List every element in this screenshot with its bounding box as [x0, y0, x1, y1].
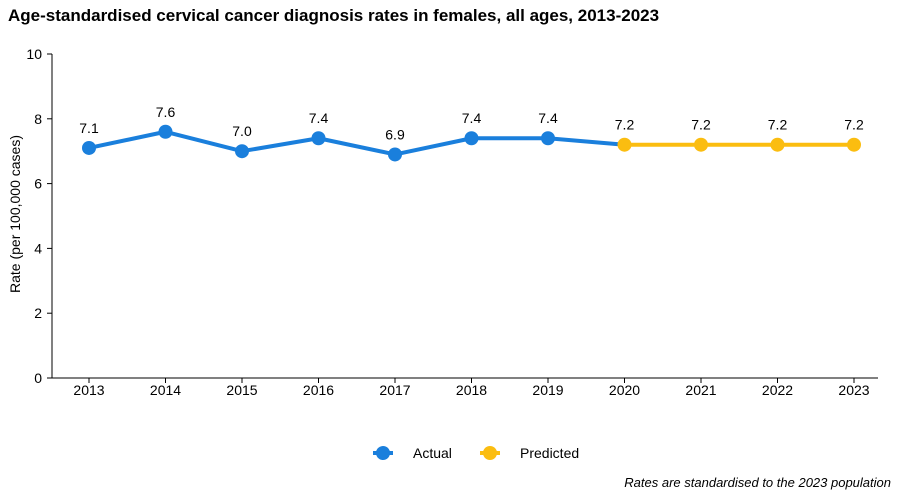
data-labels: 7.1 7.6 7.0 7.4 6.9 7.4 7.4 7.2 7.2 7.2 7.2 — [79, 104, 864, 143]
data-label: 7.4 — [462, 110, 482, 126]
series-layer — [82, 124, 861, 162]
data-point-actual — [158, 124, 173, 139]
y-tick-label: 2 — [34, 305, 42, 321]
data-point-predicted — [694, 137, 708, 152]
data-point-predicted — [770, 137, 785, 152]
data-label: 7.2 — [691, 117, 711, 133]
legend-label-actual: Actual — [413, 445, 452, 461]
chart-title: Age-standardised cervical cancer diagnos… — [8, 6, 660, 25]
data-label: 7.4 — [538, 110, 558, 126]
y-tick-label: 8 — [34, 111, 42, 127]
x-tick-label: 2022 — [762, 382, 793, 398]
series-line-actual — [87, 129, 627, 157]
y-axis-ticks: 0 2 4 6 8 10 — [26, 46, 52, 386]
chart-axes — [51, 54, 878, 379]
data-point-actual — [541, 131, 555, 146]
x-tick-label: 2018 — [456, 382, 487, 398]
data-label: 7.2 — [844, 117, 864, 133]
x-tick-label: 2017 — [379, 382, 410, 398]
y-axis-label: Rate (per 100,000 cases) — [7, 135, 23, 293]
y-tick-label: 4 — [34, 240, 42, 256]
x-tick-label: 2020 — [609, 382, 640, 398]
x-tick-label: 2014 — [150, 382, 181, 398]
y-tick-label: 0 — [34, 370, 42, 386]
x-axis-ticks: 2013 2014 2015 2016 2017 2018 2019 2020 2021 2022… — [73, 378, 870, 398]
data-point-actual — [464, 131, 479, 146]
data-point-predicted — [847, 137, 861, 152]
x-tick-label: 2016 — [303, 382, 334, 398]
y-tick-label: 10 — [26, 46, 42, 62]
legend-marker-predicted — [483, 446, 497, 460]
legend-marker-actual — [376, 446, 390, 460]
data-point-actual — [311, 131, 326, 146]
data-point-predicted — [617, 137, 632, 152]
x-tick-label: 2013 — [73, 382, 104, 398]
legend: Actual Predicted — [373, 445, 579, 461]
x-tick-label: 2021 — [685, 382, 716, 398]
data-label: 6.9 — [385, 126, 405, 142]
data-point-actual — [235, 144, 249, 159]
data-label: 7.2 — [768, 117, 788, 133]
data-point-actual — [82, 140, 96, 155]
data-label: 7.4 — [309, 110, 329, 126]
legend-label-predicted: Predicted — [520, 445, 579, 461]
x-tick-label: 2023 — [838, 382, 869, 398]
data-label: 7.1 — [79, 120, 99, 136]
footnote: Rates are standardised to the 2023 popul… — [624, 475, 891, 490]
data-point-actual — [388, 147, 402, 162]
data-label: 7.0 — [232, 123, 252, 139]
data-label: 7.2 — [615, 117, 635, 133]
y-tick-label: 6 — [34, 176, 42, 192]
x-tick-label: 2019 — [532, 382, 563, 398]
x-tick-label: 2015 — [226, 382, 257, 398]
data-label: 7.6 — [156, 104, 176, 120]
